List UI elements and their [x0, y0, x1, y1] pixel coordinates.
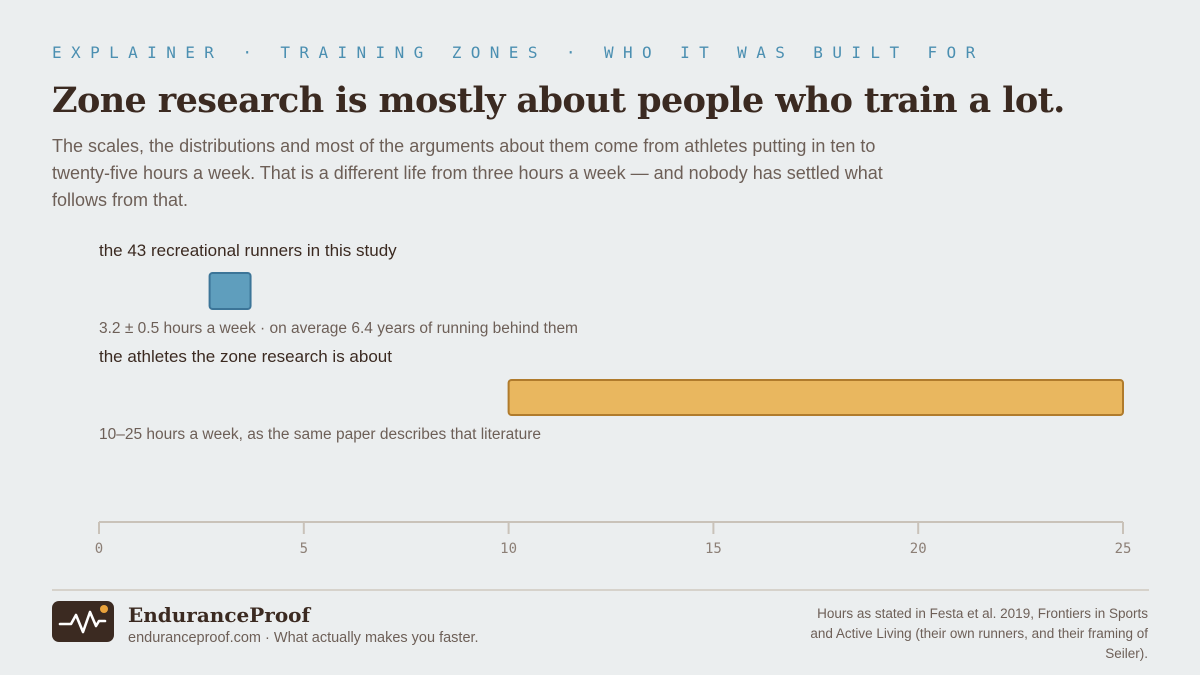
x-tick-label-25: 25 — [1115, 541, 1132, 557]
x-tick-label-5: 5 — [300, 541, 308, 557]
bar-label-0: the 43 recreational runners in this stud… — [99, 241, 397, 260]
brand-logo — [52, 601, 114, 642]
range-bar-0 — [208, 272, 252, 310]
bar-note-1: 10–25 hours a week, as the same paper de… — [99, 426, 541, 443]
brand-name: EnduranceProof — [128, 603, 311, 627]
range-bar-1 — [507, 379, 1125, 416]
footer-divider — [52, 589, 1149, 591]
bar-note-0: 3.2 ± 0.5 hours a week · on average 6.4 … — [99, 320, 578, 337]
brand-tagline: enduranceproof.com · What actually makes… — [128, 630, 479, 646]
page-subtitle: The scales, the distributions and most o… — [52, 136, 883, 210]
hours-range-chart: the 43 recreational runners in this stud… — [95, 241, 1132, 557]
bar-label-1: the athletes the zone research is about — [99, 347, 392, 366]
x-tick-label-20: 20 — [910, 541, 927, 557]
source-note: Hours as stated in Festa et al. 2019, Fr… — [810, 606, 1148, 661]
kicker: EXPLAINER · TRAINING ZONES · WHO IT WAS … — [52, 43, 985, 62]
x-tick-label-15: 15 — [705, 541, 722, 557]
x-tick-label-10: 10 — [500, 541, 517, 557]
page-title: Zone research is mostly about people who… — [52, 80, 1065, 121]
pulse-line-icon — [58, 605, 108, 634]
x-tick-label-0: 0 — [95, 541, 103, 557]
